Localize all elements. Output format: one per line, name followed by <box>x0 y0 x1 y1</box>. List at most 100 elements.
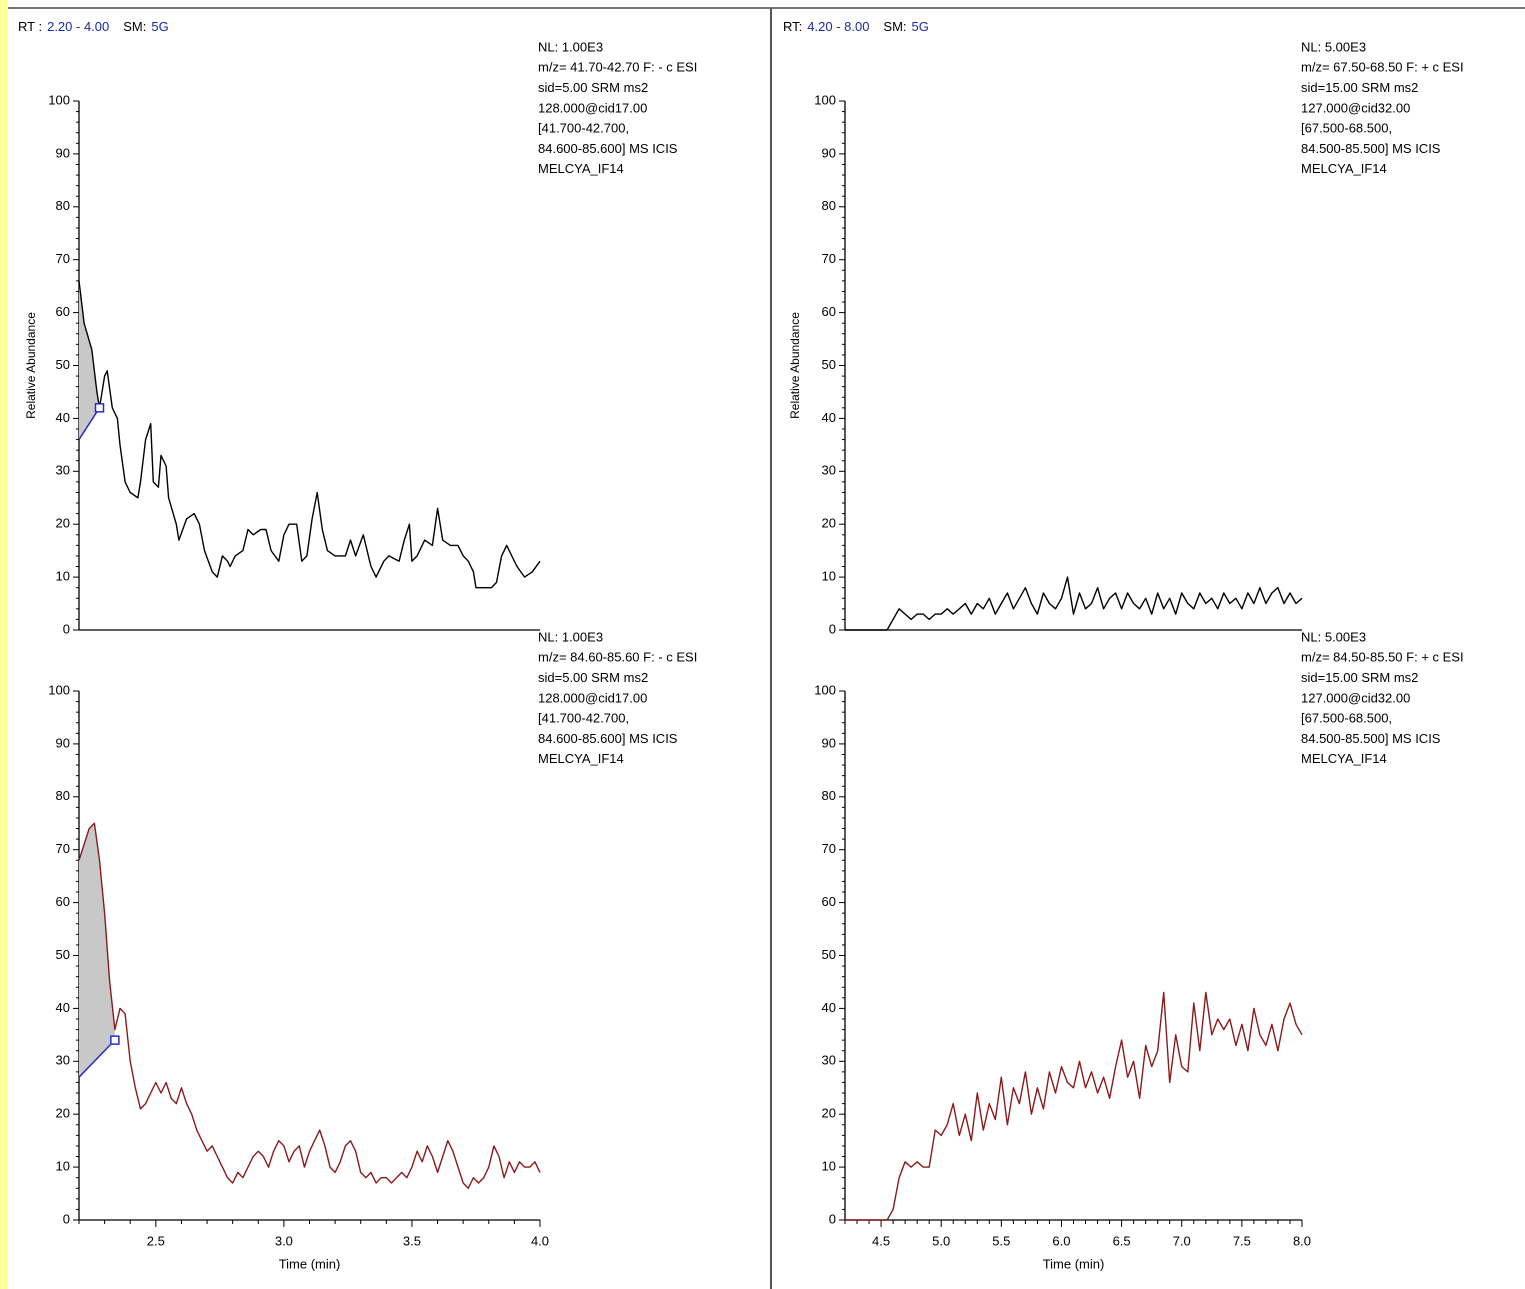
sm-value: 5G <box>151 19 168 34</box>
x-axis-label: Time (min) <box>279 1256 341 1271</box>
y-tick-label: 90 <box>822 145 836 160</box>
chromatogram-trace <box>78 822 541 1189</box>
annotation-line: 127.000@cid32.00 <box>1301 100 1410 115</box>
y-tick-label: 10 <box>56 569 70 584</box>
peak-area <box>79 823 115 1078</box>
y-tick-label: 90 <box>822 735 836 750</box>
y-tick-label: 50 <box>56 357 70 372</box>
left-strip <box>0 0 8 1289</box>
y-tick-label: 0 <box>829 621 836 636</box>
y-tick-label: 100 <box>814 682 836 697</box>
y-tick-label: 30 <box>822 1053 836 1068</box>
annotation-line: sid=5.00 SRM ms2 <box>538 80 648 95</box>
annotation-line: 84.500-85.500] MS ICIS <box>1301 731 1441 746</box>
y-tick-label: 30 <box>56 1053 70 1068</box>
annotation-line: 84.500-85.500] MS ICIS <box>1301 141 1441 156</box>
y-tick-label: 60 <box>56 894 70 909</box>
chromatogram-trace <box>845 576 1303 631</box>
y-tick-label: 0 <box>63 1211 70 1226</box>
y-tick-label: 50 <box>822 947 836 962</box>
y-tick-label: 0 <box>829 1211 836 1226</box>
y-tick-label: 70 <box>56 841 70 856</box>
annotation-line: [67.500-68.500, <box>1301 121 1392 136</box>
y-tick-label: 0 <box>63 621 70 636</box>
y-tick-label: 60 <box>822 894 836 909</box>
y-tick-label: 20 <box>822 516 836 531</box>
y-tick-label: 90 <box>56 145 70 160</box>
rt-label: RT : <box>18 19 42 34</box>
x-tick-label: 7.0 <box>1173 1233 1191 1248</box>
sm-label: SM: <box>883 19 906 34</box>
y-tick-label: 100 <box>814 92 836 107</box>
annotation-line: 128.000@cid17.00 <box>538 690 647 705</box>
y-tick-label: 60 <box>56 304 70 319</box>
annotation-line: m/z= 84.60-85.60 F: - c ESI <box>538 650 697 665</box>
y-tick-label: 90 <box>56 735 70 750</box>
annotation-line: [41.700-42.700, <box>538 121 629 136</box>
annotation-line: NL: 5.00E3 <box>1301 39 1366 54</box>
annotation-line: 127.000@cid32.00 <box>1301 690 1410 705</box>
y-tick-label: 10 <box>822 1159 836 1174</box>
annotation-line: MELCYA_IF14 <box>538 751 624 766</box>
chromatogram-trace <box>78 280 541 589</box>
rt-label: RT: <box>783 19 802 34</box>
y-axis-label: Relative Abundance <box>788 312 802 419</box>
annotation-line: NL: 1.00E3 <box>538 629 603 644</box>
rt-header: RT : 2.20 - 4.00 SM: 5G <box>18 19 169 34</box>
y-tick-label: 70 <box>56 251 70 266</box>
peak-marker <box>110 1035 120 1045</box>
annotation-line: MELCYA_IF14 <box>538 161 624 176</box>
y-tick-label: 30 <box>56 463 70 478</box>
y-axis-label: Relative Abundance <box>24 312 38 419</box>
y-tick-label: 100 <box>48 682 70 697</box>
annotation-line: MELCYA_IF14 <box>1301 751 1387 766</box>
x-tick-label: 3.5 <box>403 1233 421 1248</box>
y-tick-label: 50 <box>56 947 70 962</box>
rt-header: RT: 4.20 - 8.00 SM: 5G <box>783 19 929 34</box>
y-tick-label: 100 <box>48 92 70 107</box>
x-tick-label: 4.0 <box>531 1233 549 1248</box>
annotation-line: sid=15.00 SRM ms2 <box>1301 670 1418 685</box>
x-tick-label: 6.5 <box>1113 1233 1131 1248</box>
y-tick-label: 50 <box>822 357 836 372</box>
y-tick-label: 80 <box>822 198 836 213</box>
annotation-line: sid=15.00 SRM ms2 <box>1301 80 1418 95</box>
rt-range: 2.20 - 4.00 <box>47 19 109 34</box>
x-axis-label: Time (min) <box>1043 1256 1105 1271</box>
y-tick-label: 70 <box>822 841 836 856</box>
y-tick-label: 40 <box>56 1000 70 1015</box>
y-tick-label: 20 <box>822 1106 836 1121</box>
peak-marker <box>94 403 105 413</box>
annotation-line: MELCYA_IF14 <box>1301 161 1387 176</box>
x-tick-label: 5.5 <box>992 1233 1010 1248</box>
annotation-line: NL: 5.00E3 <box>1301 629 1366 644</box>
chromatogram-trace <box>845 991 1303 1221</box>
annotation-line: sid=5.00 SRM ms2 <box>538 670 648 685</box>
x-tick-label: 5.0 <box>932 1233 950 1248</box>
annotation-line: m/z= 84.50-85.50 F: + c ESI <box>1301 650 1464 665</box>
annotation-line: [67.500-68.500, <box>1301 711 1392 726</box>
rt-range: 4.20 - 8.00 <box>807 19 869 34</box>
y-tick-label: 40 <box>822 1000 836 1015</box>
annotation-line: m/z= 41.70-42.70 F: - c ESI <box>538 60 697 75</box>
y-tick-label: 70 <box>822 251 836 266</box>
peak-area <box>79 280 100 440</box>
sm-value: 5G <box>912 19 929 34</box>
y-tick-label: 10 <box>822 569 836 584</box>
y-tick-label: 20 <box>56 516 70 531</box>
peak-baseline <box>78 1039 116 1078</box>
sm-label: SM: <box>123 19 146 34</box>
x-tick-label: 3.0 <box>275 1233 293 1248</box>
y-tick-label: 80 <box>56 788 70 803</box>
y-tick-label: 40 <box>56 410 70 425</box>
annotation-line: NL: 1.00E3 <box>538 39 603 54</box>
annotation-line: 84.600-85.600] MS ICIS <box>538 731 678 746</box>
annotation-line: [41.700-42.700, <box>538 711 629 726</box>
y-tick-label: 80 <box>822 788 836 803</box>
peak-baseline <box>78 407 101 440</box>
annotation-line: 84.600-85.600] MS ICIS <box>538 141 678 156</box>
y-tick-label: 30 <box>822 463 836 478</box>
x-tick-label: 2.5 <box>147 1233 165 1248</box>
